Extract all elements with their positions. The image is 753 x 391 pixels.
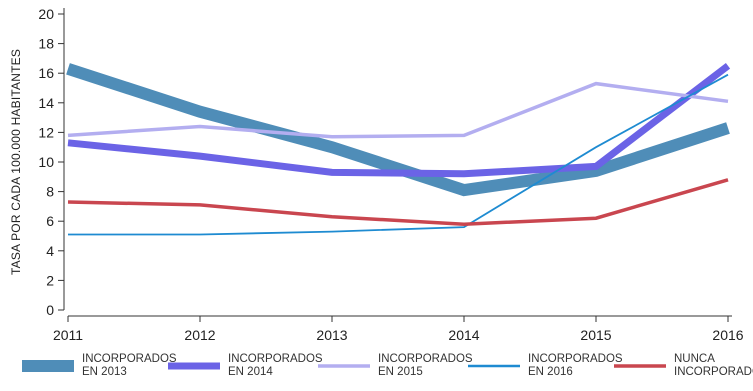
x-tick-label: 2011 [53, 327, 83, 343]
legend-label-2: INCORPORADOS [228, 353, 323, 365]
series-line-5 [67, 178, 729, 226]
y-tick-label: 0 [46, 302, 54, 318]
y-tick-label: 10 [38, 154, 54, 170]
x-tick-label: 2012 [184, 327, 215, 343]
y-tick-label: 14 [38, 95, 54, 111]
legend-label-5: INCORPORADOS [674, 366, 753, 378]
y-tick-label: 20 [38, 6, 54, 22]
y-tick-label: 16 [38, 65, 54, 81]
y-tick-label: 18 [38, 36, 54, 52]
series-line-4 [68, 73, 729, 236]
legend-label-2: EN 2014 [228, 366, 273, 378]
x-tick-label: 2016 [712, 327, 743, 343]
y-tick-label: 4 [46, 243, 54, 259]
legend-label-1: EN 2013 [82, 366, 127, 378]
x-tick-label: 2014 [448, 327, 479, 343]
legend-label-3: EN 2015 [378, 366, 423, 378]
y-tick-label: 8 [46, 184, 54, 200]
series-line-2 [67, 63, 731, 178]
x-tick-label: 2013 [316, 327, 347, 343]
y-tick-label: 6 [46, 213, 54, 229]
legend-label-5: NUNCA [674, 353, 715, 365]
series-line-3 [67, 81, 729, 139]
legend-label-1: INCORPORADOS [82, 353, 177, 365]
x-tick-label: 2015 [580, 327, 611, 343]
y-axis-title: TASA POR CADA 100.000 HABITANTES [9, 49, 23, 275]
legend-label-4: INCORPORADOS [528, 353, 623, 365]
legend-label-4: EN 2016 [528, 366, 573, 378]
y-tick-label: 2 [46, 272, 54, 288]
y-tick-label: 12 [38, 124, 54, 140]
legend-label-3: INCORPORADOS [378, 353, 473, 365]
series-line-1 [66, 63, 730, 197]
